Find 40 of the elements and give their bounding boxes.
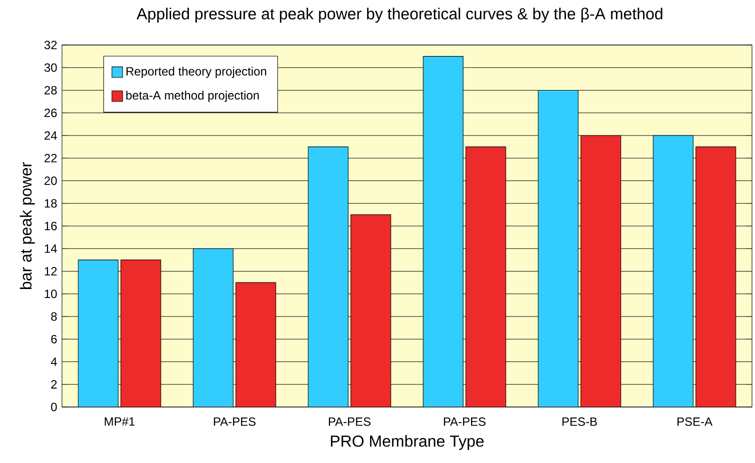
bar xyxy=(120,260,162,407)
chart-title: Applied pressure at peak power by theoretical curves & by the β-A method xyxy=(136,8,662,23)
y-tick-label: 4 xyxy=(50,358,57,366)
x-tick-label: PES-B xyxy=(562,417,597,426)
y-tick-label: 20 xyxy=(44,176,57,185)
x-tick-label: PA-PES xyxy=(444,417,486,426)
bar xyxy=(466,146,506,407)
bar xyxy=(538,90,578,407)
bar xyxy=(192,248,234,407)
bar xyxy=(308,146,348,407)
y-tick-label: 0 xyxy=(51,402,57,412)
x-axis-title: PRO Membrane Type xyxy=(330,435,484,450)
bar xyxy=(78,260,118,407)
y-tick-label: 16 xyxy=(44,222,57,230)
y-tick-label: 30 xyxy=(44,63,57,72)
bar xyxy=(580,135,622,407)
y-tick-label: 28 xyxy=(44,86,57,94)
y-tick-label: 22 xyxy=(44,154,57,162)
x-tick-label: PA-PES xyxy=(328,417,371,426)
bar xyxy=(696,146,736,407)
y-tick-label: 6 xyxy=(51,334,57,344)
y-tick-label: 26 xyxy=(44,108,57,118)
y-tick-label: 10 xyxy=(44,290,57,298)
bar xyxy=(236,282,276,407)
y-tick-label: 12 xyxy=(44,267,57,276)
legend-label: Reported theory projection xyxy=(126,66,266,78)
y-tick-label: 24 xyxy=(44,131,57,140)
x-tick-label: PA-PES xyxy=(214,417,256,426)
bar xyxy=(652,135,694,407)
y-tick-label: 8 xyxy=(51,312,57,321)
y-tick-label: 14 xyxy=(44,244,57,253)
y-tick-label: 2 xyxy=(51,380,57,389)
bar xyxy=(422,56,464,407)
bar xyxy=(350,214,392,407)
y-axis-title: bar at peak power xyxy=(20,162,35,290)
y-tick-label: 18 xyxy=(44,199,57,208)
x-tick-label: MP#1 xyxy=(104,417,135,426)
x-tick-label: PSE-A xyxy=(677,417,712,426)
y-tick-label: 32 xyxy=(44,40,57,50)
legend-label: beta-A method projection xyxy=(126,90,259,102)
